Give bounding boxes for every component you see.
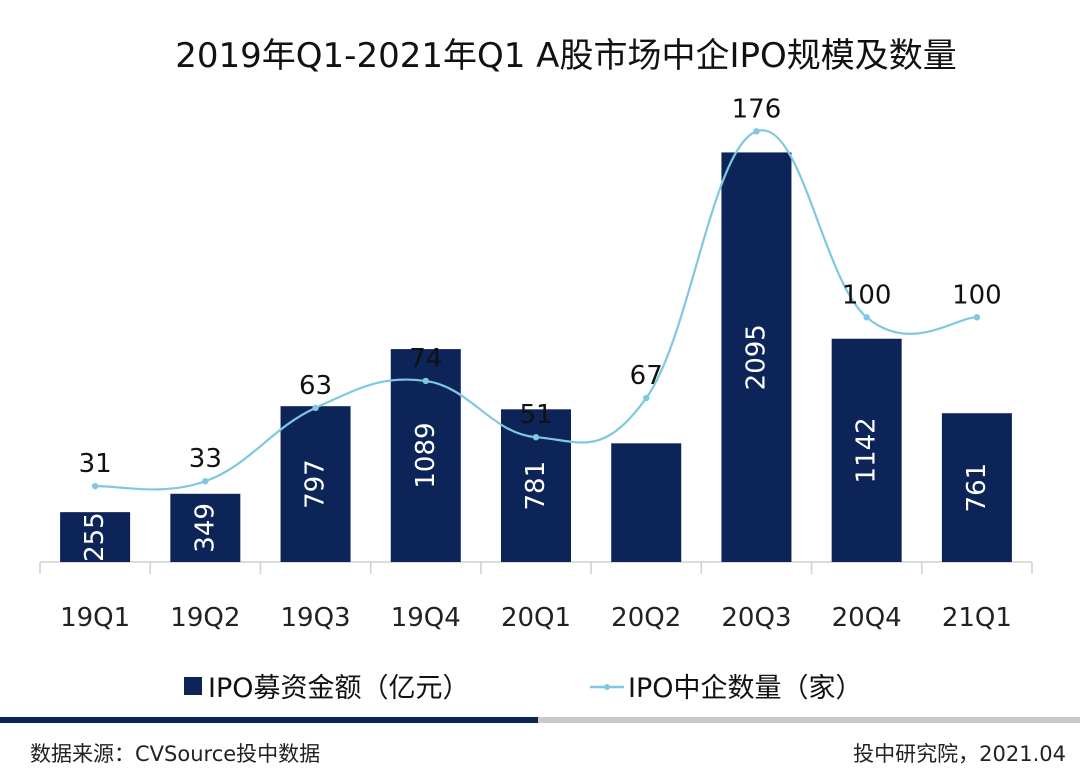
bar-20Q2: [611, 443, 682, 562]
line-value-label-19Q2: 33: [189, 444, 222, 474]
line-point-19Q4: [422, 377, 429, 385]
x-tick-label-19Q2: 19Q2: [170, 603, 240, 633]
x-tick-label-20Q3: 20Q3: [721, 603, 791, 633]
line-points-group: 31 33 63 74 51 67 176 100 100: [79, 94, 1002, 490]
bar-19Q4: [390, 349, 461, 562]
x-ticks-group: [39, 562, 1033, 574]
x-tick-label-20Q4: 20Q4: [832, 603, 902, 633]
line-value-label-21Q1: 100: [952, 280, 1002, 310]
bar-value-label-21Q1: 761: [962, 463, 992, 513]
line-point-20Q3: [753, 128, 760, 135]
line-point-21Q1: [973, 314, 981, 321]
count-line: [95, 129, 977, 491]
x-tick-label-19Q1: 19Q1: [60, 603, 130, 633]
line-point-20Q2: [643, 394, 650, 402]
bar-value-label-19Q1: 255: [80, 512, 110, 562]
legend-line-marker: [604, 684, 610, 690]
bar-21Q1: [941, 413, 1012, 562]
bar-value-label-19Q2: 349: [190, 503, 220, 553]
footer-credit: 投中研究院，2021.04: [853, 742, 1066, 766]
bar-20Q4: [831, 338, 902, 562]
footer-divider-light: [538, 717, 1080, 723]
legend-bar-label: IPO募资金额（亿元）: [208, 673, 470, 704]
line-point-19Q1: [91, 482, 99, 490]
bar-19Q1: [60, 512, 131, 562]
footer-source: 数据来源：CVSource投中数据: [30, 742, 320, 766]
bar-value-label-20Q1: 781: [521, 461, 551, 511]
line-point-19Q3: [312, 404, 319, 412]
legend-line-label: IPO中企数量（家）: [628, 673, 863, 704]
bar-19Q2: [170, 493, 241, 562]
line-value-label-20Q2: 67: [630, 361, 663, 391]
x-tick-label-19Q4: 19Q4: [391, 603, 461, 633]
legend-bar-swatch: [184, 677, 202, 695]
x-tick-label-20Q1: 20Q1: [501, 603, 571, 633]
line-value-label-20Q4: 100: [842, 280, 892, 310]
bar-value-label-20Q4: 1142: [852, 417, 882, 483]
line-value-label-20Q1: 51: [519, 400, 552, 430]
line-value-label-20Q3: 176: [732, 94, 782, 124]
bar-value-label-19Q4: 1089: [411, 422, 441, 488]
x-tick-label-19Q3: 19Q3: [281, 603, 351, 633]
bar-20Q3: [721, 152, 792, 563]
bar-value-label-19Q3: 797: [301, 459, 331, 509]
line-value-label-19Q3: 63: [299, 371, 332, 401]
bar-19Q3: [280, 406, 351, 562]
line-point-20Q4: [863, 314, 870, 321]
legend: IPO募资金额（亿元） IPO中企数量（家）: [184, 673, 863, 704]
bar-value-label-20Q3: 2095: [741, 324, 771, 390]
line-value-label-19Q4: 74: [409, 344, 442, 374]
x-tick-label-20Q2: 20Q2: [611, 603, 681, 633]
chart-title: 2019年Q1-2021年Q1 A股市场中企IPO规模及数量: [175, 36, 956, 76]
x-tick-labels-group: 19Q1 19Q2 19Q3 19Q4 20Q1 20Q2 20Q3 20Q4 21Q1: [60, 603, 1012, 633]
line-value-label-19Q1: 31: [79, 449, 112, 479]
bars-group: 255 349 797 1089 781 2095 1142 761: [60, 152, 1012, 563]
line-point-19Q2: [202, 478, 209, 485]
footer-divider-dark: [0, 717, 538, 723]
line-point-20Q1: [532, 434, 540, 441]
x-tick-label-21Q1: 21Q1: [942, 603, 1012, 633]
